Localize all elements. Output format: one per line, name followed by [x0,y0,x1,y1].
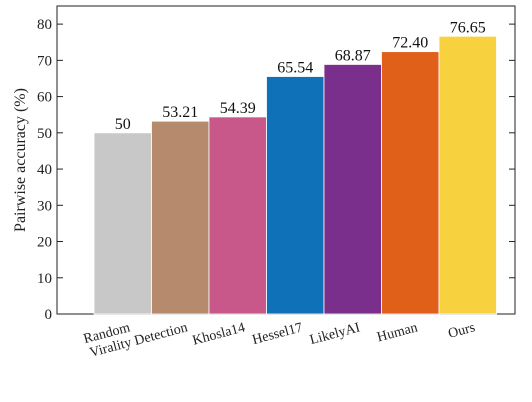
x-tick-label: Khosla14 [191,320,247,348]
bar-virality-detection [151,120,210,315]
data-label: 54.39 [220,100,256,117]
y-tick-label: 10 [37,271,52,287]
y-tick-label: 20 [37,235,52,251]
y-axis-title: Pairwise accuracy (%) [12,88,29,232]
y-axis-ticks: 0 10 20 30 40 50 60 70 80 [37,17,63,323]
right-axis-ticks [509,23,515,315]
data-label: 65.54 [277,60,313,77]
data-label: 53.21 [162,104,198,121]
data-label: 72.40 [392,35,428,52]
x-tick-label: Human [376,320,420,345]
x-tick-label: LikelyAI [308,320,362,348]
y-tick-label: 80 [37,17,52,33]
y-tick-label: 40 [37,162,52,178]
bar-likelyai [323,64,382,315]
bar-ours [438,35,497,315]
y-tick-label: 0 [45,307,53,323]
x-tick-label: Ours [447,320,477,342]
y-tick-label: 30 [37,198,52,214]
x-tick-label: Hessel17 [251,320,304,348]
bar-hessel17 [266,76,325,315]
bar-human [381,51,440,315]
bar-khosla14 [208,116,267,315]
data-label: 76.65 [450,19,486,36]
data-labels: 50 53.21 54.39 65.54 68.87 72.40 76.65 [115,19,486,133]
bars [93,35,497,315]
data-label: 50 [115,116,131,133]
y-tick-label: 70 [37,53,52,69]
y-tick-label: 50 [37,126,52,142]
y-tick-label: 60 [37,90,52,106]
bar-random [93,132,152,315]
data-label: 68.87 [335,47,371,64]
